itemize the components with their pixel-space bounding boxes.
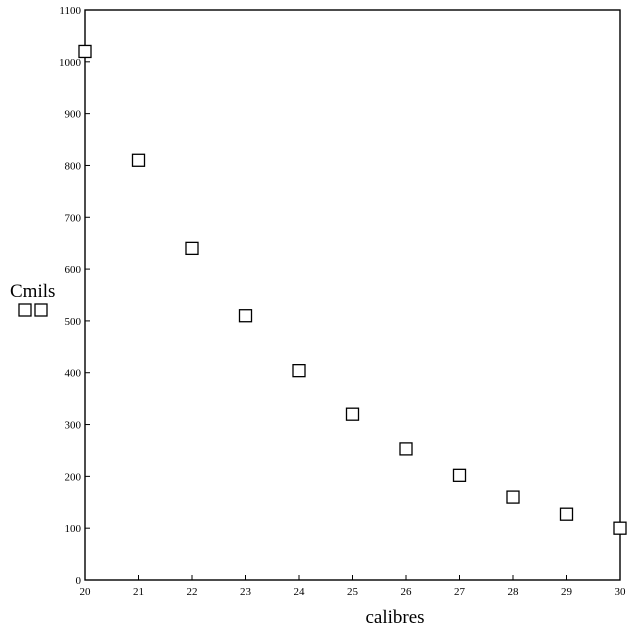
x-tick-label: 21 bbox=[133, 586, 144, 598]
data-point bbox=[78, 44, 92, 59]
data-point bbox=[559, 507, 574, 521]
data-point bbox=[452, 468, 467, 482]
y-tick-label: 100 bbox=[65, 523, 82, 535]
x-tick-label: 30 bbox=[615, 586, 627, 598]
y-axis: 0 100 200 300 400 500 600 700 800 900 1000 1100 bbox=[59, 5, 90, 587]
y-tick-label: 500 bbox=[65, 316, 82, 328]
x-tick-label: 20 bbox=[80, 586, 92, 598]
data-point bbox=[399, 442, 413, 456]
x-tick-label: 22 bbox=[187, 586, 198, 598]
data-point bbox=[131, 153, 146, 167]
y-tick-label: 1000 bbox=[59, 57, 82, 69]
plot-frame bbox=[84, 9, 621, 581]
x-tick-label: 29 bbox=[561, 586, 573, 598]
data-point bbox=[345, 407, 360, 421]
x-axis: 20 21 22 23 24 25 26 27 28 29 30 bbox=[80, 575, 627, 598]
y-tick-label: 1100 bbox=[59, 5, 81, 17]
y-tick-label: 800 bbox=[65, 160, 82, 172]
data-point bbox=[613, 521, 627, 535]
legend bbox=[18, 303, 48, 317]
data-point bbox=[292, 364, 306, 378]
data-point bbox=[506, 490, 520, 504]
x-axis-label: calibres bbox=[365, 607, 424, 625]
data-points bbox=[78, 44, 627, 535]
y-tick-label: 700 bbox=[65, 212, 82, 224]
y-tick-label: 900 bbox=[65, 109, 82, 121]
x-tick-label: 25 bbox=[347, 586, 359, 598]
legend-marker bbox=[18, 303, 32, 317]
x-tick-label: 26 bbox=[401, 586, 413, 598]
y-tick-label: 400 bbox=[65, 368, 82, 380]
y-tick-label: 600 bbox=[65, 264, 82, 276]
x-tick-label: 23 bbox=[240, 586, 252, 598]
x-tick-label: 24 bbox=[294, 586, 306, 598]
y-tick-label: 0 bbox=[76, 575, 82, 587]
x-tick-label: 28 bbox=[508, 586, 520, 598]
y-axis-label: Cmils bbox=[10, 281, 55, 302]
y-tick-label: 300 bbox=[65, 420, 82, 432]
legend-marker bbox=[34, 303, 48, 317]
y-tick-label: 200 bbox=[65, 471, 82, 483]
data-point bbox=[238, 309, 253, 323]
x-tick-label: 27 bbox=[454, 586, 466, 598]
data-point bbox=[185, 241, 199, 256]
